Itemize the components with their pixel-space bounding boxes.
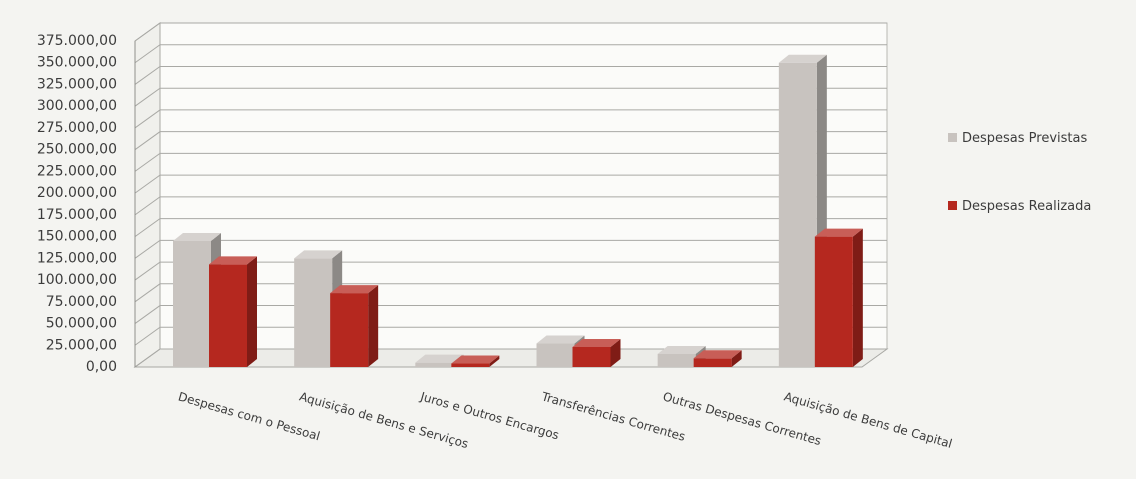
bar-front bbox=[536, 343, 575, 367]
bar-realizada bbox=[572, 339, 621, 367]
gridline bbox=[134, 239, 887, 259]
bar-side bbox=[852, 228, 863, 367]
y-tick-label: 350.000,00 bbox=[37, 55, 117, 71]
bar-side bbox=[368, 285, 379, 367]
bar-top bbox=[415, 354, 464, 363]
y-tick-label: 100.000,00 bbox=[37, 272, 117, 288]
bar-top bbox=[657, 345, 706, 354]
bar-front bbox=[173, 240, 211, 367]
bar-top bbox=[814, 228, 863, 237]
legend-item: Despesas Previstas bbox=[948, 131, 1087, 146]
bar-side bbox=[489, 355, 500, 367]
bar-realizada bbox=[451, 355, 500, 367]
gridline bbox=[134, 109, 887, 129]
bar-front bbox=[814, 236, 853, 367]
y-tick-label: 200.000,00 bbox=[37, 185, 117, 201]
gridline bbox=[134, 131, 887, 151]
legend-swatch bbox=[948, 133, 957, 142]
bar-top bbox=[294, 250, 343, 259]
y-tick-label: 150.000,00 bbox=[37, 229, 117, 245]
y-tick-label: 125.000,00 bbox=[37, 250, 117, 266]
bar-front bbox=[778, 62, 817, 367]
bar-top bbox=[778, 54, 827, 63]
gridline bbox=[134, 261, 887, 281]
legend: Despesas Previstas Despesas Realizada bbox=[948, 131, 1091, 214]
gridline bbox=[134, 305, 887, 324]
bar-realizada bbox=[693, 350, 742, 367]
bar-front bbox=[451, 363, 490, 367]
y-tick-label: 0,00 bbox=[86, 359, 117, 375]
gridline bbox=[134, 87, 887, 107]
bar-front bbox=[330, 293, 369, 367]
bar-top bbox=[330, 285, 379, 294]
gridline bbox=[134, 196, 887, 216]
bar-front bbox=[415, 362, 454, 367]
chart-side-wall bbox=[134, 22, 161, 368]
y-tick-label: 175.000,00 bbox=[37, 207, 117, 223]
bar-front bbox=[657, 353, 696, 367]
gridlines bbox=[134, 22, 887, 368]
y-tick-label: 50.000,00 bbox=[46, 316, 117, 332]
legend-swatch bbox=[948, 201, 957, 210]
bar-side bbox=[610, 339, 621, 367]
gridline bbox=[134, 348, 887, 368]
bar-side bbox=[247, 256, 257, 367]
bar-front bbox=[572, 347, 611, 367]
bar-side bbox=[731, 350, 742, 367]
back-wall bbox=[159, 22, 888, 350]
y-tick-label: 225.000,00 bbox=[37, 163, 117, 179]
gridline bbox=[134, 218, 887, 238]
bar-realizada bbox=[209, 256, 257, 367]
y-tick-label: 300.000,00 bbox=[37, 98, 117, 114]
bar-realizada bbox=[814, 228, 863, 367]
bar-top bbox=[209, 256, 257, 265]
bar-realizada bbox=[330, 285, 379, 367]
bar-top bbox=[693, 350, 742, 359]
legend-label: Despesas Previstas bbox=[962, 131, 1087, 146]
bar-top bbox=[451, 355, 500, 364]
gridline bbox=[134, 326, 887, 346]
gridline bbox=[134, 283, 887, 303]
bar-top bbox=[572, 339, 621, 348]
gridline bbox=[134, 152, 887, 172]
bars bbox=[173, 54, 863, 367]
y-tick-label: 250.000,00 bbox=[37, 142, 117, 158]
y-tick-label: 275.000,00 bbox=[37, 120, 117, 136]
legend-label: Despesas Realizada bbox=[962, 199, 1091, 214]
gridline bbox=[134, 174, 887, 194]
y-axis-tick-labels: 0,00 25.000,00 50.000,00 75.000,00 100.000,0… bbox=[37, 33, 117, 375]
bar-front bbox=[209, 264, 247, 367]
y-tick-label: 325.000,00 bbox=[37, 76, 117, 92]
y-tick-label: 75.000,00 bbox=[46, 294, 117, 310]
y-tick-label: 375.000,00 bbox=[37, 33, 117, 49]
bar-top bbox=[173, 232, 221, 241]
bar-front bbox=[294, 258, 333, 367]
bar-top bbox=[536, 335, 585, 344]
gridline bbox=[134, 22, 887, 42]
gridline bbox=[134, 44, 887, 64]
bar-front bbox=[693, 358, 732, 367]
gridline bbox=[134, 65, 887, 85]
y-tick-label: 25.000,00 bbox=[46, 337, 117, 353]
legend-item: Despesas Realizada bbox=[948, 199, 1091, 214]
